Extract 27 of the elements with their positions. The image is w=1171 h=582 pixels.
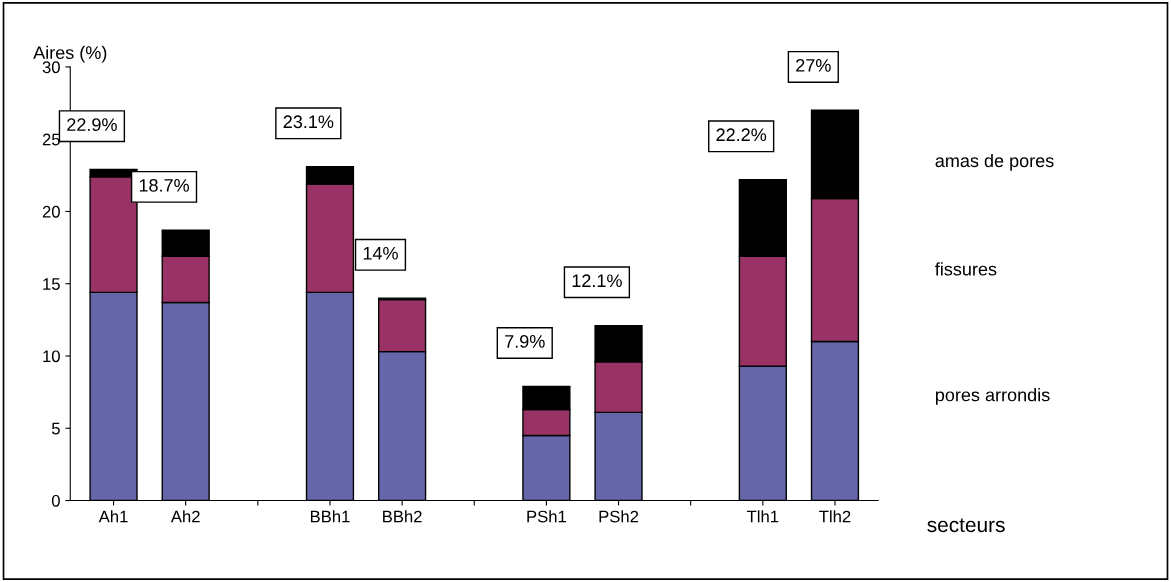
- x-tick-label: Tlh1: [746, 510, 779, 523]
- text: fissures: [935, 262, 997, 276]
- x-tick-label: BBh1: [310, 510, 350, 523]
- text: pores arrondis: [935, 388, 1050, 405]
- y-tick-label: 20: [42, 205, 60, 218]
- total-label: 23.1%: [283, 115, 334, 129]
- x-tick-label: PSh2: [599, 510, 639, 523]
- x-tick-label: Ah2: [170, 510, 200, 523]
- x-tick-label: PSh1: [527, 510, 566, 523]
- total-label: 27%: [796, 58, 831, 72]
- y-tick-label: 10: [43, 350, 60, 363]
- total-label: 22.9%: [67, 118, 117, 132]
- total-label: 7.9%: [505, 335, 545, 348]
- y-tick-label: 25: [42, 133, 60, 146]
- total-label: 18.7%: [139, 178, 189, 192]
- total-label: 22.2%: [716, 128, 767, 142]
- y-tick-label: 15: [43, 278, 60, 290]
- x-tick-label: Tlh2: [819, 510, 851, 523]
- y-tick-label: 5: [51, 422, 60, 435]
- text: amas de pores: [935, 153, 1054, 171]
- x-tick-label: Ah1: [98, 510, 128, 523]
- y-tick-label: 30: [42, 61, 60, 74]
- x-axis-title: secteurs: [927, 518, 1005, 533]
- x-tick-label: BBh2: [383, 510, 422, 523]
- total-label: 14%: [363, 246, 398, 260]
- total-label: 12.1%: [572, 274, 622, 288]
- y-tick-label: 0: [51, 494, 60, 507]
